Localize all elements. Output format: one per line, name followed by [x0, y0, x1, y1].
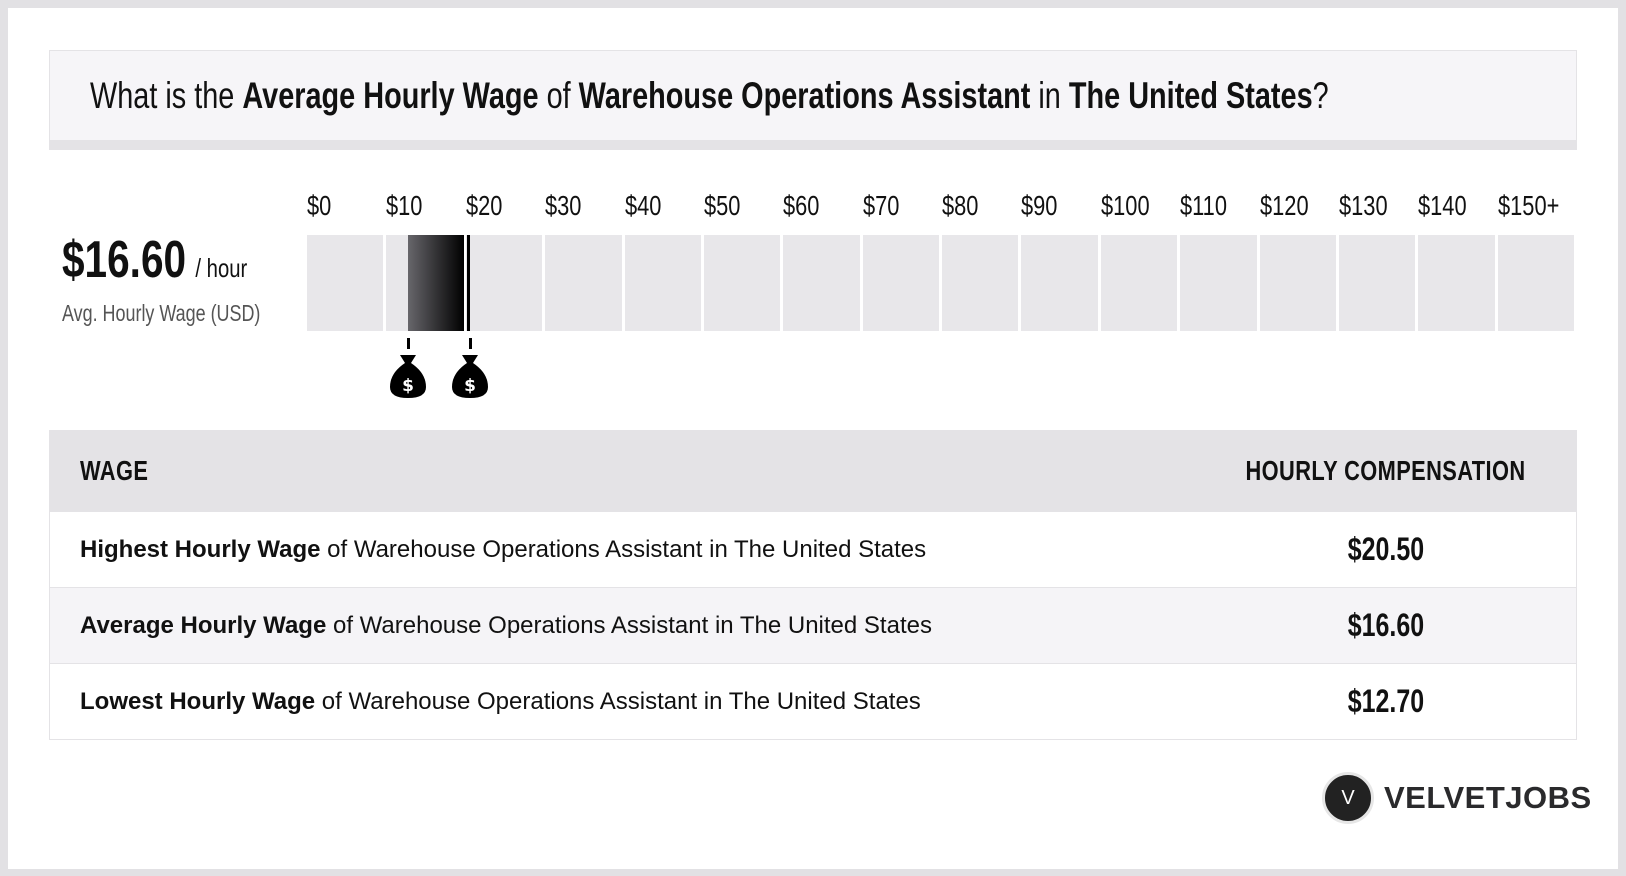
scale-segment [624, 235, 701, 331]
highest-wage-value: $20.50 [1347, 531, 1425, 567]
wage-range-bar [407, 235, 464, 331]
scale-segment [703, 235, 781, 331]
table-row: Average Hourly Wage of Warehouse Operati… [50, 587, 1576, 663]
axis-tick-label: $140 [1418, 190, 1467, 221]
title-box: What is the Average Hourly Wage of Wareh… [49, 50, 1577, 150]
wage-track [307, 235, 1577, 331]
axis-tick-label: $100 [1100, 190, 1150, 221]
scale-segment [307, 235, 384, 331]
header-compensation: HOURLY COMPENSATION [1245, 455, 1527, 486]
scale-segment [1021, 235, 1098, 331]
axis-tick-label: $120 [1259, 190, 1309, 221]
money-bag-icon: $ [388, 353, 428, 399]
axis-tick-label: $150+ [1497, 190, 1559, 221]
scale-segment [1259, 235, 1336, 331]
svg-text:$: $ [402, 376, 414, 396]
logo-text: VELVETJOBS [1384, 780, 1592, 815]
high-marker-line [466, 235, 470, 331]
wage-unit: / hour [195, 253, 248, 283]
table-row: Highest Hourly Wage of Warehouse Operati… [50, 511, 1576, 587]
average-wage-cell: $16.60 [1347, 607, 1425, 643]
axis-tick-label: $20 [465, 190, 503, 221]
scale-segment [942, 235, 1019, 331]
axis-tick-label: $10 [386, 190, 423, 221]
average-wage: $16.60 / hour [62, 230, 300, 290]
axis-tick-label: $70 [862, 190, 900, 221]
marker-tick [406, 338, 410, 349]
table-header: WAGE HOURLY COMPENSATION [50, 431, 1576, 511]
scale-segment [862, 235, 939, 331]
lowest-wage-value: $12.70 [1347, 683, 1425, 719]
scale-segment [1338, 235, 1416, 331]
axis-tick-label: $130 [1338, 190, 1388, 221]
page-title: What is the Average Hourly Wage of Wareh… [90, 75, 1329, 116]
axis-tick-label: $50 [703, 190, 741, 221]
average-wage-value: $16.60 [62, 231, 187, 289]
axis-tick-label: $0 [307, 190, 332, 221]
axis-tick-label: $80 [942, 190, 979, 221]
scale-segment [1497, 235, 1574, 331]
svg-text:$: $ [464, 376, 476, 396]
money-bag-icon: $ [450, 353, 490, 399]
scale-segment [545, 235, 622, 331]
scale-segment [1180, 235, 1257, 331]
axis-tick-label: $90 [1021, 190, 1058, 221]
wage-table: WAGE HOURLY COMPENSATION Highest Hourly … [49, 430, 1577, 740]
axis-tick-label: $30 [545, 190, 582, 221]
marker-tick [468, 338, 472, 349]
scale-segment [783, 235, 860, 331]
scale-segment [1100, 235, 1178, 331]
table-row: Lowest Hourly Wage of Warehouse Operatio… [50, 663, 1576, 739]
scale-segment [465, 235, 543, 331]
logo-mark: V [1322, 772, 1374, 824]
velvetjobs-logo: V VELVETJOBS [1322, 772, 1592, 824]
axis-tick-label: $110 [1180, 190, 1228, 221]
axis-tick-label: $60 [783, 190, 820, 221]
axis-tick-label: $40 [624, 190, 661, 221]
header-wage: WAGE [80, 455, 149, 486]
average-wage-label: Avg. Hourly Wage (USD) [62, 300, 261, 326]
scale-segment [1418, 235, 1495, 331]
